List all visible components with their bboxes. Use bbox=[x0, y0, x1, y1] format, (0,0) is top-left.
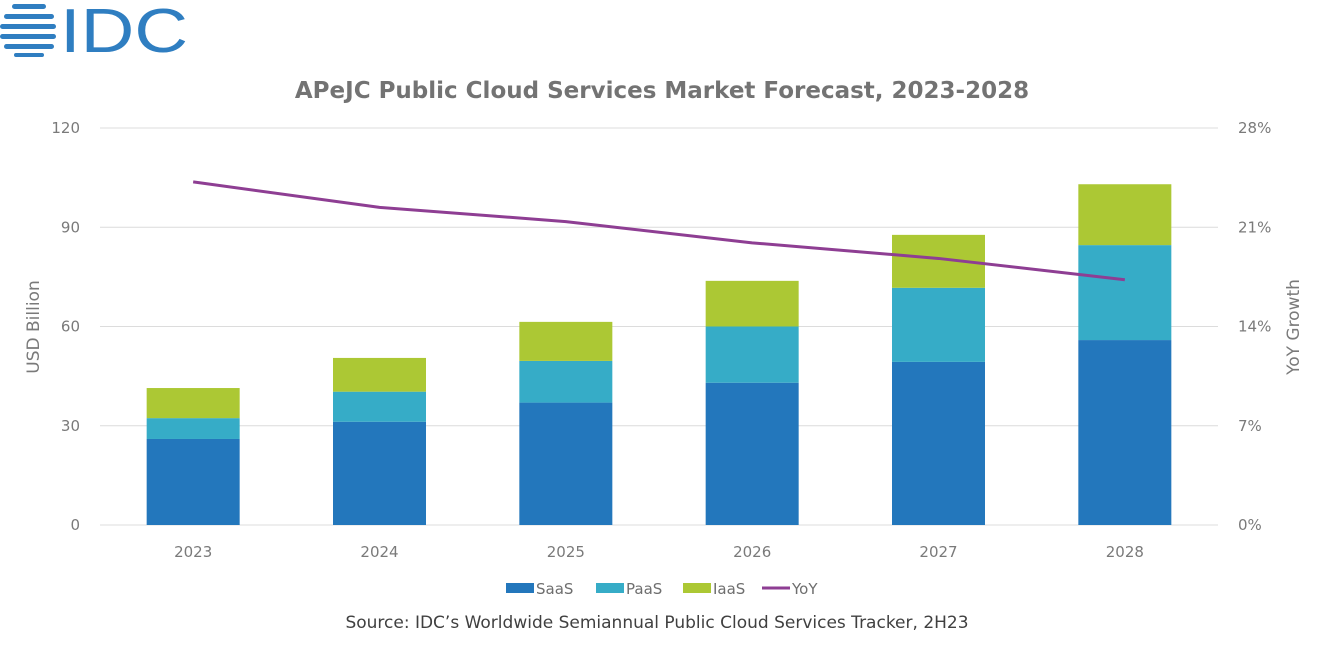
legend-swatch bbox=[596, 583, 624, 593]
x-axis-ticks: 2023 2024 2025 2026 2027 2028 bbox=[174, 543, 1144, 561]
bar-iaas-2028 bbox=[1078, 184, 1172, 246]
y2-tick-label: 7% bbox=[1238, 417, 1262, 435]
bar-paas-2027 bbox=[892, 287, 985, 362]
bar-iaas-2024 bbox=[333, 357, 426, 392]
bar-iaas-2023 bbox=[146, 388, 240, 419]
x-tick-label: 2026 bbox=[733, 543, 771, 561]
bar-paas-2025 bbox=[519, 360, 613, 403]
legend-label: IaaS bbox=[713, 580, 745, 598]
legend: SaaS PaaS IaaS YoY bbox=[506, 580, 818, 598]
x-tick-label: 2027 bbox=[919, 543, 957, 561]
y-tick-label: 60 bbox=[61, 318, 80, 336]
y2-axis-label: YoY Growth bbox=[1284, 279, 1304, 376]
source-note: Source: IDC’s Worldwide Semiannual Publi… bbox=[345, 613, 968, 633]
bar-saas-2023 bbox=[146, 438, 240, 525]
bar-paas-2023 bbox=[146, 418, 240, 439]
bar-saas-2026 bbox=[705, 382, 799, 525]
y-axis-label: USD Billion bbox=[24, 280, 44, 373]
x-tick-label: 2025 bbox=[547, 543, 585, 561]
legend-item-iaas: IaaS bbox=[683, 580, 745, 598]
idc-logo: IDC bbox=[0, 0, 188, 60]
yoy-line bbox=[192, 180, 1126, 282]
legend-label: SaaS bbox=[536, 580, 573, 598]
x-tick-label: 2023 bbox=[174, 543, 212, 561]
bars bbox=[146, 184, 1172, 525]
legend-label: PaaS bbox=[626, 580, 662, 598]
idc-logo-text: IDC bbox=[60, 0, 188, 60]
y-tick-label: 0 bbox=[70, 516, 80, 534]
y2-tick-label: 0% bbox=[1238, 516, 1262, 534]
legend-label: YoY bbox=[791, 580, 818, 598]
x-tick-label: 2024 bbox=[360, 543, 398, 561]
y-tick-label: 30 bbox=[61, 417, 80, 435]
legend-item-paas: PaaS bbox=[596, 580, 662, 598]
bar-paas-2024 bbox=[333, 391, 426, 422]
bar-paas-2028 bbox=[1078, 245, 1172, 341]
x-tick-label: 2028 bbox=[1106, 543, 1144, 561]
legend-item-yoy: YoY bbox=[762, 580, 818, 598]
legend-swatch bbox=[683, 583, 711, 593]
bar-saas-2024 bbox=[333, 421, 426, 525]
idc-globe-icon bbox=[0, 4, 56, 57]
y2-axis-ticks: 0% 7% 14% 21% 28% bbox=[1238, 119, 1271, 534]
bar-saas-2027 bbox=[892, 361, 985, 525]
y-tick-label: 90 bbox=[61, 218, 80, 236]
bar-saas-2025 bbox=[519, 402, 613, 525]
legend-swatch bbox=[506, 583, 534, 593]
bar-paas-2026 bbox=[705, 326, 799, 383]
bar-iaas-2026 bbox=[705, 280, 799, 327]
y2-tick-label: 14% bbox=[1238, 318, 1271, 336]
y2-tick-label: 28% bbox=[1238, 119, 1271, 137]
legend-item-saas: SaaS bbox=[506, 580, 573, 598]
y-tick-label: 120 bbox=[51, 119, 80, 137]
y-axis-ticks: 0 30 60 90 120 bbox=[51, 119, 80, 534]
gridlines bbox=[100, 127, 1218, 526]
yoy-line-group bbox=[192, 180, 1126, 282]
chart-title: APeJC Public Cloud Services Market Forec… bbox=[295, 78, 1029, 104]
bar-saas-2028 bbox=[1078, 340, 1172, 525]
y2-tick-label: 21% bbox=[1238, 218, 1271, 236]
bar-iaas-2025 bbox=[519, 321, 613, 361]
